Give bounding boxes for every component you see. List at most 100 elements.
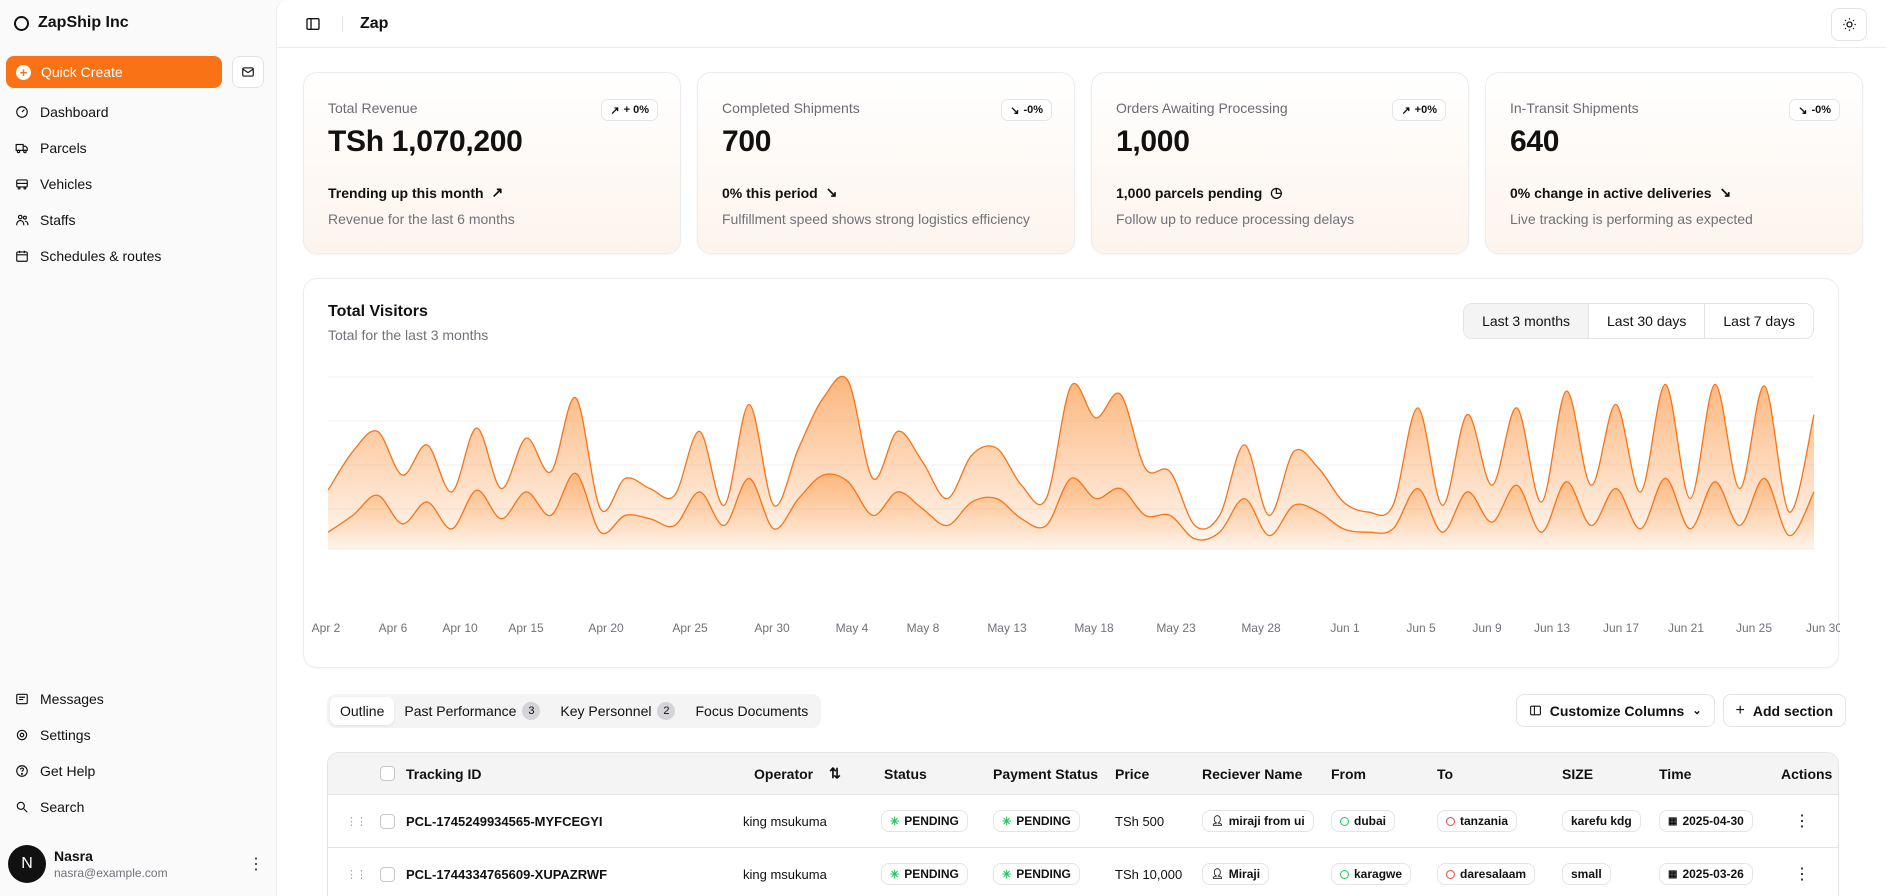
range-30-days[interactable]: Last 30 days	[1588, 304, 1705, 338]
quick-create-button[interactable]: + Quick Create	[6, 56, 222, 88]
sidebar-item-parcels[interactable]: Parcels	[8, 130, 268, 166]
user-menu[interactable]: N Nasra nasra@example.com ⋮	[8, 844, 264, 884]
sidebar-item-staffs[interactable]: Staffs	[8, 202, 268, 238]
stat-card-completed: Completed Shipments 700 ↘ -0% 0% this per…	[697, 72, 1075, 254]
receiver-badge: 👤︎ miraji from ui	[1202, 810, 1314, 832]
trend-down-icon: ↘	[825, 184, 838, 200]
calendar-icon	[15, 249, 29, 263]
column-header-operator[interactable]: Operator ⇅	[754, 753, 841, 794]
x-tick-label: May 4	[836, 621, 869, 635]
tab-label: Focus Documents	[695, 703, 809, 719]
plus-circle-icon: +	[16, 64, 31, 80]
stat-badge-text: +0%	[1414, 104, 1437, 116]
drag-handle-icon[interactable]: ⋮⋮	[346, 868, 367, 881]
stat-value: 640	[1510, 125, 1560, 158]
table-row[interactable]: ⋮⋮ PCL-1745249934565-MYFCEGYI king msuku…	[328, 795, 1838, 848]
size-badge: karefu kdg	[1562, 810, 1641, 832]
inbox-button[interactable]	[232, 56, 264, 88]
stat-label: Completed Shipments	[722, 100, 860, 116]
stat-label: Total Revenue	[328, 100, 418, 116]
operator: king msukuma	[743, 813, 827, 829]
sidebar-item-messages[interactable]: Messages	[8, 681, 268, 717]
payment-text: PENDING	[1016, 867, 1071, 881]
tab-past-performance[interactable]: Past Performance 3	[394, 697, 550, 725]
stat-card-transit: In-Transit Shipments 640 ↘ -0% 0% change …	[1485, 72, 1863, 254]
trend-down-icon: ↘	[1719, 184, 1732, 200]
secondary-nav: Messages Settings Get Help Search	[8, 681, 268, 825]
sidebar-item-label: Schedules & routes	[40, 248, 162, 264]
row-actions-icon[interactable]: ⋮	[1794, 866, 1810, 883]
sidebar-item-label: Get Help	[40, 763, 96, 779]
user-icon: 👤︎	[1211, 815, 1224, 827]
sidebar-item-search[interactable]: Search	[8, 789, 268, 825]
stat-desc: Follow up to reduce processing delays	[1116, 211, 1355, 227]
payment-text: PENDING	[1016, 814, 1071, 828]
trend-down-icon: ↘	[1010, 104, 1020, 117]
sidebar-item-settings[interactable]: Settings	[8, 717, 268, 753]
stat-trend-text: 0% this period	[722, 184, 818, 201]
row-actions-icon[interactable]: ⋮	[1794, 813, 1810, 830]
to-text: daresalaam	[1460, 867, 1527, 881]
row-checkbox[interactable]	[380, 866, 395, 882]
x-tick-label: May 18	[1074, 621, 1114, 635]
x-tick-label: Jun 30	[1806, 621, 1840, 635]
select-all-checkbox[interactable]	[380, 766, 395, 781]
x-tick-label: May 23	[1156, 621, 1196, 635]
x-tick-label: Jun 17	[1603, 621, 1639, 635]
more-vertical-icon[interactable]: ⋮	[248, 856, 264, 873]
sort-icon: ⇅	[829, 765, 841, 781]
bus-icon	[15, 177, 29, 191]
search-icon	[15, 800, 29, 814]
range-7-days[interactable]: Last 7 days	[1704, 304, 1813, 338]
tracking-id[interactable]: PCL-1745249934565-MYFCEGYI	[406, 813, 603, 829]
x-tick-label: Apr 10	[442, 621, 478, 635]
column-header: Reciever Name	[1202, 765, 1303, 782]
range-toggle: Last 3 months Last 30 days Last 7 days	[1463, 303, 1814, 339]
table-row[interactable]: ⋮⋮ PCL-1744334765609-XUPAZRWF king msuku…	[328, 848, 1838, 896]
status-badge: ✳ PENDING	[881, 863, 968, 885]
sidebar-item-dashboard[interactable]: Dashboard	[8, 94, 268, 130]
sidebar-item-vehicles[interactable]: Vehicles	[8, 166, 268, 202]
payment-status-badge: ✳ PENDING	[993, 810, 1080, 832]
x-tick-label: Jun 5	[1406, 621, 1436, 635]
user-name: Nasra	[54, 848, 93, 864]
stat-trend: 1,000 parcels pending ◷	[1116, 184, 1283, 201]
drag-handle-icon[interactable]: ⋮⋮	[346, 815, 367, 828]
page-title: Zap	[360, 15, 389, 32]
tab-outline[interactable]: Outline	[330, 697, 395, 725]
stat-card-awaiting: Orders Awaiting Processing 1,000 ↗ +0% 1,…	[1091, 72, 1469, 254]
stat-trend-text: 0% change in active deliveries	[1510, 184, 1712, 201]
time-text: 2025-04-30	[1682, 814, 1744, 828]
chart-title: Total Visitors	[328, 303, 428, 320]
customize-columns-button[interactable]: Customize Columns ⌄	[1515, 694, 1715, 727]
sidebar-item-schedules[interactable]: Schedules & routes	[8, 238, 268, 274]
gear-icon	[15, 728, 29, 742]
help-icon	[15, 764, 29, 778]
user-email: nasra@example.com	[54, 866, 168, 880]
target-icon	[1446, 816, 1455, 826]
section-tabs: Outline Past Performance 3 Key Personnel 2…	[327, 694, 822, 728]
sidebar-toggle-icon[interactable]	[305, 16, 321, 37]
row-checkbox[interactable]	[380, 813, 395, 829]
chevron-down-icon: ⌄	[1692, 705, 1702, 717]
top-bar: Zap	[277, 0, 1887, 48]
range-3-months[interactable]: Last 3 months	[1464, 304, 1588, 338]
tab-count-badge: 3	[522, 702, 541, 720]
user-icon: 👤︎	[1211, 868, 1224, 880]
theme-toggle-button[interactable]	[1831, 8, 1867, 41]
brand[interactable]: ZapShip Inc	[14, 14, 129, 32]
time-text: 2025-03-26	[1682, 867, 1744, 881]
tab-key-personnel[interactable]: Key Personnel 2	[550, 697, 685, 725]
column-header: Price	[1115, 765, 1150, 782]
price: TSh 10,000	[1115, 866, 1183, 882]
stat-desc: Revenue for the last 6 months	[328, 211, 515, 227]
column-header: Payment Status	[993, 765, 1099, 782]
trend-up-icon: ↗	[610, 104, 620, 117]
truck-icon	[15, 141, 29, 155]
tab-focus-documents[interactable]: Focus Documents	[685, 697, 818, 725]
add-section-button[interactable]: + Add section	[1722, 694, 1846, 727]
tracking-id[interactable]: PCL-1744334765609-XUPAZRWF	[406, 866, 608, 882]
sidebar-item-help[interactable]: Get Help	[8, 753, 268, 789]
x-tick-label: Jun 1	[1330, 621, 1360, 635]
main-nav: Dashboard Parcels Vehicles Staffs Schedu…	[8, 94, 268, 274]
